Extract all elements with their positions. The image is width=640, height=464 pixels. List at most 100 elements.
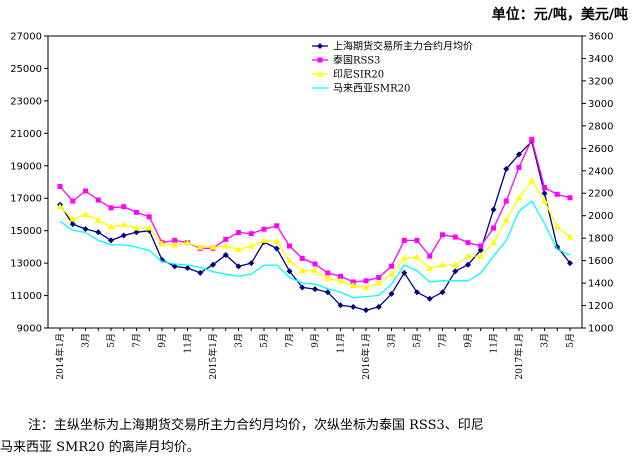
- right-tick-label: 2000: [588, 211, 613, 222]
- data-point: [401, 237, 407, 243]
- data-point: [172, 237, 178, 243]
- data-point: [133, 224, 140, 231]
- data-point: [490, 206, 497, 213]
- right-axis: 1000 1200 1400 1600 1800 2000 2200 2400 2600 2800…: [582, 32, 613, 335]
- data-point: [426, 264, 434, 271]
- data-point: [286, 257, 293, 264]
- data-point: [554, 191, 560, 197]
- right-tick-label: 1400: [588, 279, 613, 290]
- x-tick-label: 3月: [234, 333, 245, 348]
- data-point: [375, 303, 382, 310]
- data-point: [236, 230, 241, 236]
- right-tick-label: 3400: [588, 54, 613, 65]
- data-point: [465, 261, 471, 268]
- data-point: [145, 224, 153, 231]
- data-point: [324, 275, 332, 282]
- data-point: [337, 277, 344, 284]
- x-tick-label: 5月: [412, 333, 423, 348]
- data-point: [57, 183, 63, 189]
- data-point: [146, 214, 152, 220]
- x-tick-label: 9月: [310, 333, 321, 348]
- legend-item: 马来西亚SMR20: [312, 83, 410, 95]
- right-tick-label: 2200: [588, 189, 613, 200]
- data-point: [235, 245, 242, 252]
- data-point: [388, 270, 395, 277]
- x-tick-label: 9月: [157, 333, 168, 348]
- data-point: [311, 267, 319, 274]
- data-point: [299, 255, 305, 261]
- right-tick-label: 1200: [588, 301, 613, 312]
- data-point: [439, 289, 446, 296]
- data-point: [184, 239, 191, 246]
- data-point: [324, 289, 331, 296]
- legend-item: 上海期货交易所主力合约月均价: [312, 40, 473, 53]
- data-point: [452, 234, 458, 240]
- data-point: [223, 236, 229, 242]
- data-point: [171, 263, 178, 270]
- data-point: [503, 166, 510, 173]
- data-point: [439, 261, 446, 268]
- data-point: [427, 253, 433, 259]
- data-point: [478, 243, 484, 249]
- data-point: [273, 245, 280, 252]
- data-point: [516, 164, 522, 170]
- data-point: [363, 307, 369, 314]
- data-point: [389, 263, 394, 269]
- data-point: [451, 261, 459, 268]
- data-point: [222, 242, 230, 249]
- x-tick-label: 3月: [387, 333, 398, 348]
- data-point: [349, 281, 357, 288]
- left-tick-label: 13000: [10, 259, 42, 270]
- data-point: [414, 237, 420, 243]
- data-point: [426, 295, 433, 302]
- data-point: [209, 243, 217, 250]
- series-line: [59, 200, 571, 299]
- data-point: [210, 261, 216, 268]
- data-point: [120, 232, 127, 239]
- data-point: [553, 223, 561, 230]
- data-point: [529, 136, 535, 142]
- data-point: [566, 233, 574, 240]
- data-point: [350, 303, 357, 310]
- x-axis: 2014年1月 3月 5月 7月 9月 11月 2015年1月 3月 5月 7月 9月 11月 2016…: [54, 328, 576, 380]
- x-tick-label: 7月: [438, 333, 449, 348]
- data-point: [108, 237, 114, 244]
- series-layer: [56, 136, 574, 314]
- legend-label: 上海期货交易所主力合约月均价: [333, 40, 473, 53]
- data-point: [286, 268, 293, 275]
- data-point: [503, 198, 509, 204]
- left-tick-label: 9000: [17, 324, 42, 335]
- data-point: [515, 194, 523, 201]
- data-point: [477, 247, 484, 254]
- legend-marker: [316, 70, 324, 77]
- data-point: [222, 252, 229, 258]
- left-tick-label: 17000: [10, 194, 42, 205]
- data-point: [401, 269, 408, 276]
- footnote-line-2: 马来西亚 SMR20 的离岸月均价。: [0, 440, 200, 455]
- footnote-line-1: 注：主纵坐标为上海期货交易所主力合约月均价，次纵坐标为泰国 RSS3、印尼: [28, 418, 484, 433]
- right-tick-label: 3200: [588, 76, 613, 87]
- x-tick-label: 3月: [540, 333, 551, 348]
- data-point: [414, 289, 420, 296]
- line-chart: 9000 11000 13000 15000 17000 19000 21000 23000 2…: [10, 32, 613, 380]
- data-point: [120, 221, 128, 228]
- x-tick-label: 2015年1月: [207, 333, 219, 380]
- data-point: [273, 238, 281, 245]
- data-point: [338, 273, 343, 279]
- data-point: [134, 209, 139, 215]
- right-tick-label: 3000: [588, 99, 613, 110]
- data-point: [542, 185, 547, 191]
- data-point: [363, 278, 369, 284]
- x-tick-label: 11月: [336, 333, 347, 353]
- left-tick-label: 23000: [10, 96, 42, 107]
- data-point: [69, 215, 77, 222]
- data-point: [95, 197, 101, 203]
- data-point: [82, 211, 89, 218]
- data-point: [108, 205, 114, 211]
- left-tick-label: 11000: [10, 291, 42, 302]
- data-point: [107, 223, 115, 230]
- right-tick-label: 1000: [588, 324, 613, 335]
- x-tick-label: 3月: [81, 333, 92, 348]
- x-tick-label: 2014年1月: [54, 333, 66, 380]
- x-tick-label: 5月: [106, 333, 117, 348]
